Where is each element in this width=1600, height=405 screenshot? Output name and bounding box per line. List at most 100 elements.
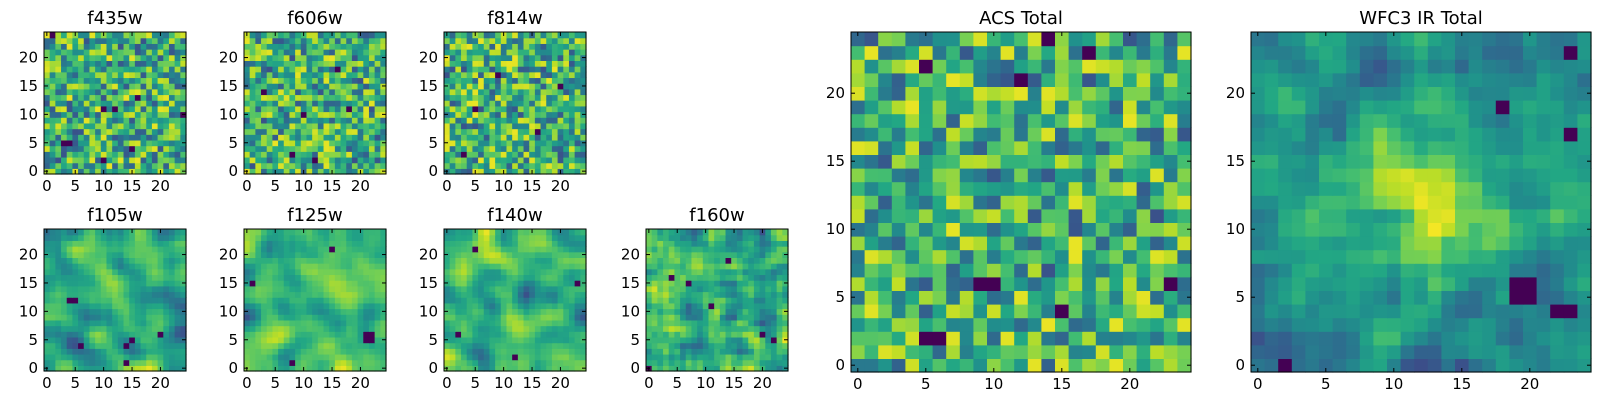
heatmap-cell xyxy=(529,348,535,354)
heatmap-cell xyxy=(484,337,490,343)
heatmap-cell xyxy=(1137,358,1151,372)
heatmap-cell xyxy=(78,134,84,140)
heatmap-cell xyxy=(267,252,273,258)
heatmap-cell xyxy=(272,326,278,332)
heatmap-cell xyxy=(1137,345,1151,359)
heatmap-cell xyxy=(135,140,141,146)
heatmap-cell xyxy=(754,257,760,263)
heatmap-cell xyxy=(535,112,541,118)
heatmap-cell xyxy=(455,100,461,106)
heatmap-cell xyxy=(919,250,933,264)
heatmap-cell xyxy=(765,360,771,366)
heatmap-cell xyxy=(358,129,364,135)
heatmap-cell xyxy=(141,257,147,263)
heatmap-cell xyxy=(1014,290,1028,304)
heatmap-cell xyxy=(295,60,301,66)
heatmap-cell xyxy=(352,263,358,269)
heatmap-cell xyxy=(289,286,295,292)
heatmap-cell xyxy=(341,106,347,112)
heatmap-cell xyxy=(244,60,250,66)
heatmap-cell xyxy=(146,129,152,135)
heatmap-cell xyxy=(506,326,512,332)
heatmap-cell xyxy=(652,257,658,263)
heatmap-cell xyxy=(284,77,290,83)
heatmap-cell xyxy=(158,49,164,55)
heatmap-cell xyxy=(89,106,95,112)
heatmap-cell xyxy=(680,269,686,275)
heatmap-cell xyxy=(44,89,50,95)
heatmap-cell xyxy=(1041,345,1055,359)
heatmap-cell xyxy=(255,337,261,343)
heatmap-cell xyxy=(726,314,732,320)
heatmap-cell xyxy=(552,89,558,95)
heatmap-cell xyxy=(461,38,467,44)
heatmap-cell xyxy=(335,123,341,129)
heatmap-cell xyxy=(335,89,341,95)
heatmap-cell xyxy=(261,157,267,163)
heatmap-cell xyxy=(777,326,783,332)
heatmap-cell xyxy=(112,348,118,354)
heatmap-cell xyxy=(1177,345,1191,359)
heatmap-cell xyxy=(272,117,278,123)
heatmap-cell xyxy=(306,348,312,354)
heatmap-cell xyxy=(919,331,933,345)
heatmap-cell xyxy=(84,66,90,72)
heatmap-cell xyxy=(558,55,564,61)
heatmap-cell xyxy=(301,280,307,286)
heatmap-cell xyxy=(575,55,581,61)
heatmap-cell xyxy=(518,240,524,246)
heatmap-cell xyxy=(575,106,581,112)
heatmap-cell xyxy=(731,314,737,320)
heatmap-cell xyxy=(960,318,974,332)
heatmap-cell xyxy=(369,146,375,152)
heatmap-cell xyxy=(467,72,473,78)
heatmap-cell xyxy=(1001,277,1015,291)
heatmap-cell xyxy=(512,106,518,112)
heatmap-cell xyxy=(158,38,164,44)
heatmap-cell xyxy=(135,123,141,129)
heatmap-cell xyxy=(261,229,267,235)
heatmap-cell xyxy=(489,38,495,44)
heatmap-cell xyxy=(158,331,164,337)
heatmap-cell xyxy=(569,49,575,55)
heatmap-cell xyxy=(55,348,61,354)
heatmap-cell xyxy=(106,303,112,309)
heatmap-cell xyxy=(375,94,381,100)
heatmap-cell xyxy=(284,360,290,366)
heatmap-cell xyxy=(1055,182,1069,196)
heatmap-cell xyxy=(558,106,564,112)
heatmap-cell xyxy=(697,263,703,269)
heatmap-cell xyxy=(61,229,67,235)
heatmap-cell xyxy=(558,343,564,349)
heatmap-cell xyxy=(169,343,175,349)
heatmap-cell xyxy=(95,337,101,343)
heatmap-cell xyxy=(55,309,61,315)
heatmap-cell xyxy=(101,291,107,297)
heatmap-cell xyxy=(489,263,495,269)
heatmap-cell xyxy=(720,240,726,246)
heatmap-cell xyxy=(163,163,169,169)
heatmap-cell xyxy=(703,303,709,309)
heatmap-cell xyxy=(312,314,318,320)
heatmap-cell xyxy=(484,163,490,169)
heatmap-cell xyxy=(124,60,130,66)
heatmap-cell xyxy=(369,343,375,349)
heatmap-cell xyxy=(760,314,766,320)
heatmap-cell xyxy=(518,89,524,95)
heatmap-cell xyxy=(472,146,478,152)
heatmap-cell xyxy=(1028,277,1042,291)
heatmap-cell xyxy=(646,348,652,354)
heatmap-cell xyxy=(501,297,507,303)
heatmap-cell xyxy=(444,43,450,49)
heatmap-cell xyxy=(461,360,467,366)
heatmap-cell xyxy=(295,240,301,246)
heatmap-cell xyxy=(501,314,507,320)
heatmap-cell xyxy=(261,331,267,337)
heatmap-cell xyxy=(312,94,318,100)
heatmap-cell xyxy=(346,303,352,309)
heatmap-cell xyxy=(1041,222,1055,236)
heatmap-cell xyxy=(697,286,703,292)
heatmap-cell xyxy=(946,236,960,250)
heatmap-cell xyxy=(301,55,307,61)
heatmap-cell xyxy=(524,100,530,106)
